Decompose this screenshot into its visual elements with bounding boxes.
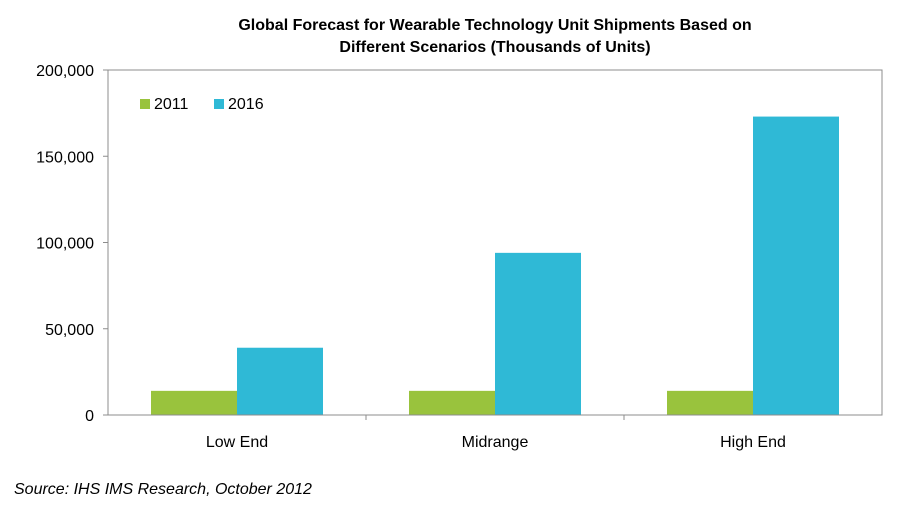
legend-swatch-2016 <box>214 99 224 109</box>
y-tick-label: 150,000 <box>36 149 94 166</box>
y-tick-label: 50,000 <box>45 322 94 339</box>
chart-title-line-2: Different Scenarios (Thousands of Units) <box>339 39 650 56</box>
legend-swatch-2011 <box>140 99 150 109</box>
x-tick-label: Midrange <box>462 434 529 451</box>
legend-label-2011: 2011 <box>154 96 189 113</box>
bar-2011-2 <box>667 390 753 415</box>
bar-2016-2 <box>753 116 839 415</box>
y-tick-label: 100,000 <box>36 236 94 253</box>
legend-label-2016: 2016 <box>228 96 264 113</box>
bar-2016-0 <box>237 347 323 415</box>
source-note: Source: IHS IMS Research, October 2012 <box>14 481 312 498</box>
y-tick-label: 200,000 <box>36 63 94 80</box>
axes: 0 50,000 100,000 150,000 200,000 Low End Midra… <box>36 63 883 451</box>
legend: 2011 2016 <box>140 96 264 113</box>
bar-2016-1 <box>495 252 581 415</box>
chart-title-line-1: Global Forecast for Wearable Technology … <box>238 17 751 34</box>
x-tick-label: Low End <box>206 434 268 451</box>
y-tick-label: 0 <box>85 408 94 425</box>
plot-area <box>151 116 839 415</box>
bar-2011-0 <box>151 390 237 415</box>
bar-2011-1 <box>409 390 495 415</box>
x-tick-label: High End <box>720 434 786 451</box>
